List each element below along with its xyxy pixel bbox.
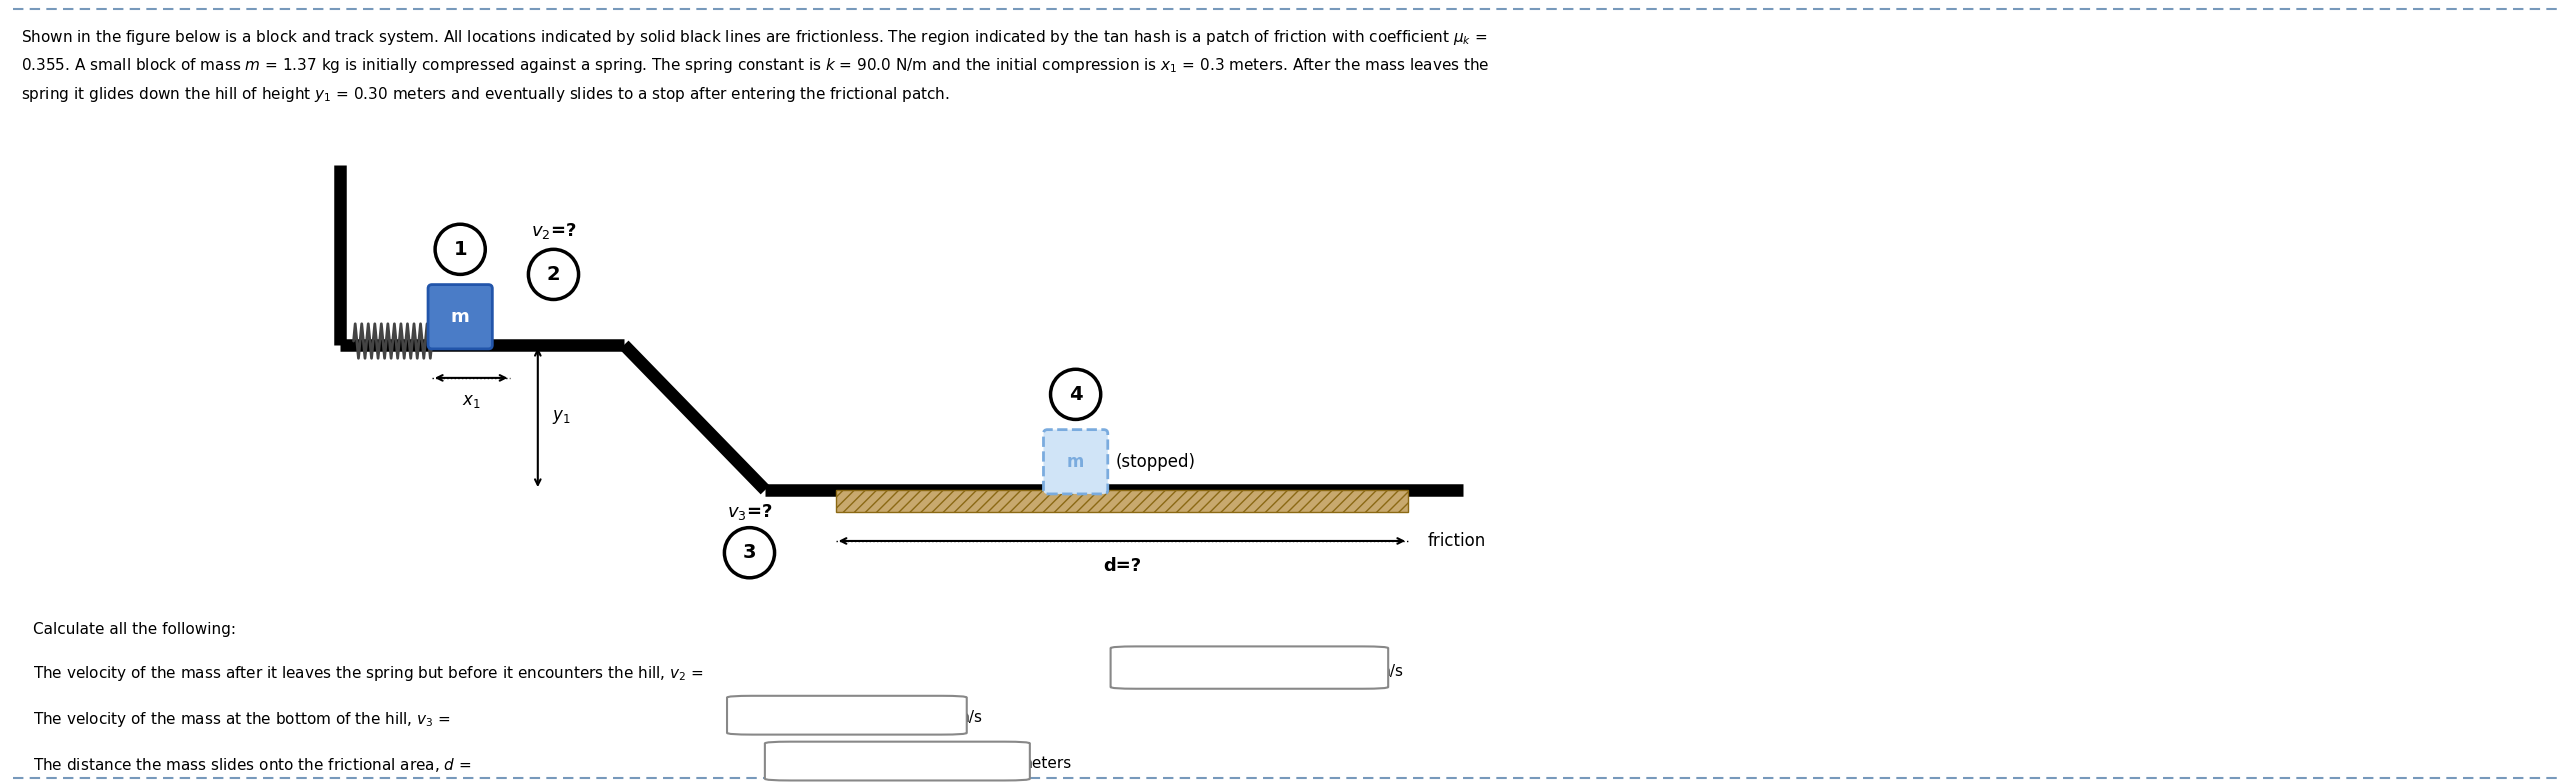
Text: The velocity of the mass after it leaves the spring but before it encounters the: The velocity of the mass after it leaves… — [33, 664, 703, 683]
Text: m: m — [451, 308, 469, 325]
FancyBboxPatch shape — [1110, 646, 1388, 688]
Text: m/s: m/s — [1375, 664, 1403, 679]
Text: d=?: d=? — [1102, 557, 1141, 575]
Text: $x_1$: $x_1$ — [461, 392, 482, 410]
Text: $v_3$=?: $v_3$=? — [726, 502, 772, 522]
Circle shape — [1051, 369, 1100, 419]
Text: m: m — [1066, 453, 1084, 470]
Text: 2: 2 — [546, 265, 561, 284]
FancyBboxPatch shape — [765, 742, 1030, 781]
Text: 0.355. A small block of mass $m$ = 1.37 kg is initially compressed against a spr: 0.355. A small block of mass $m$ = 1.37 … — [21, 56, 1488, 75]
Text: The distance the mass slides onto the frictional area, $d$ =: The distance the mass slides onto the fr… — [33, 756, 471, 774]
Text: m/s: m/s — [955, 710, 981, 725]
Text: $v_2$=?: $v_2$=? — [530, 221, 577, 241]
Text: Shown in the figure below is a block and track system. All locations indicated b: Shown in the figure below is a block and… — [21, 28, 1488, 47]
Text: meters: meters — [1017, 756, 1071, 771]
Circle shape — [724, 528, 775, 578]
Bar — [837, 490, 1409, 512]
Text: 4: 4 — [1069, 385, 1082, 404]
Text: 3: 3 — [742, 543, 757, 562]
Circle shape — [528, 249, 579, 299]
FancyBboxPatch shape — [1043, 430, 1107, 494]
Text: Calculate all the following:: Calculate all the following: — [33, 622, 237, 637]
Text: The velocity of the mass at the bottom of the hill, $v_3$ =: The velocity of the mass at the bottom o… — [33, 710, 451, 729]
Text: (stopped): (stopped) — [1115, 453, 1195, 470]
Text: spring it glides down the hill of height $y_1$ = 0.30 meters and eventually slid: spring it glides down the hill of height… — [21, 85, 950, 103]
Text: friction: friction — [1427, 532, 1486, 550]
Text: 1: 1 — [453, 240, 466, 259]
FancyBboxPatch shape — [726, 696, 966, 735]
Text: $y_1$: $y_1$ — [551, 408, 572, 426]
FancyBboxPatch shape — [427, 285, 492, 349]
Circle shape — [435, 224, 484, 274]
